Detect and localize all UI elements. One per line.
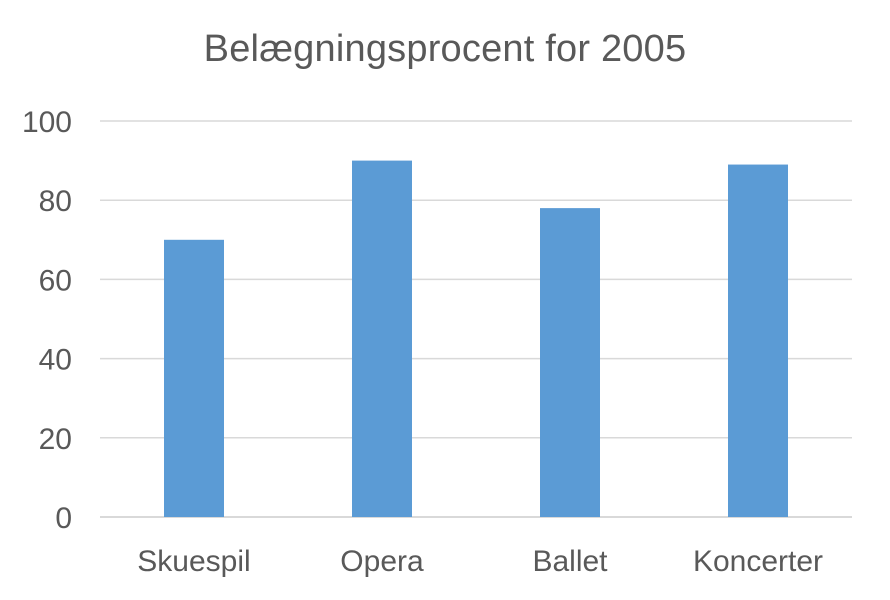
x-axis-categories: Skuespil Opera Ballet Koncerter [137, 545, 823, 578]
bar-koncerter [728, 164, 788, 517]
y-tick-label: 0 [55, 502, 72, 535]
bar-opera [352, 160, 412, 517]
y-tick-label: 40 [39, 344, 72, 377]
x-category-label: Ballet [532, 545, 608, 578]
y-tick-label: 100 [22, 106, 72, 139]
chart-title: Belægningsprocent for 2005 [203, 28, 687, 70]
grid-layer [100, 120, 852, 518]
x-category-label: Koncerter [693, 545, 823, 578]
y-tick-label: 60 [39, 264, 72, 297]
bar-ballet [540, 208, 600, 517]
bar-layer [164, 160, 788, 518]
x-category-label: Skuespil [137, 545, 250, 578]
bar-skuespil [164, 239, 224, 518]
y-tick-label: 80 [39, 185, 72, 218]
x-category-label: Opera [340, 545, 424, 578]
y-tick-label: 20 [39, 423, 72, 456]
y-axis-ticks: 0 20 40 60 80 100 [22, 106, 72, 535]
